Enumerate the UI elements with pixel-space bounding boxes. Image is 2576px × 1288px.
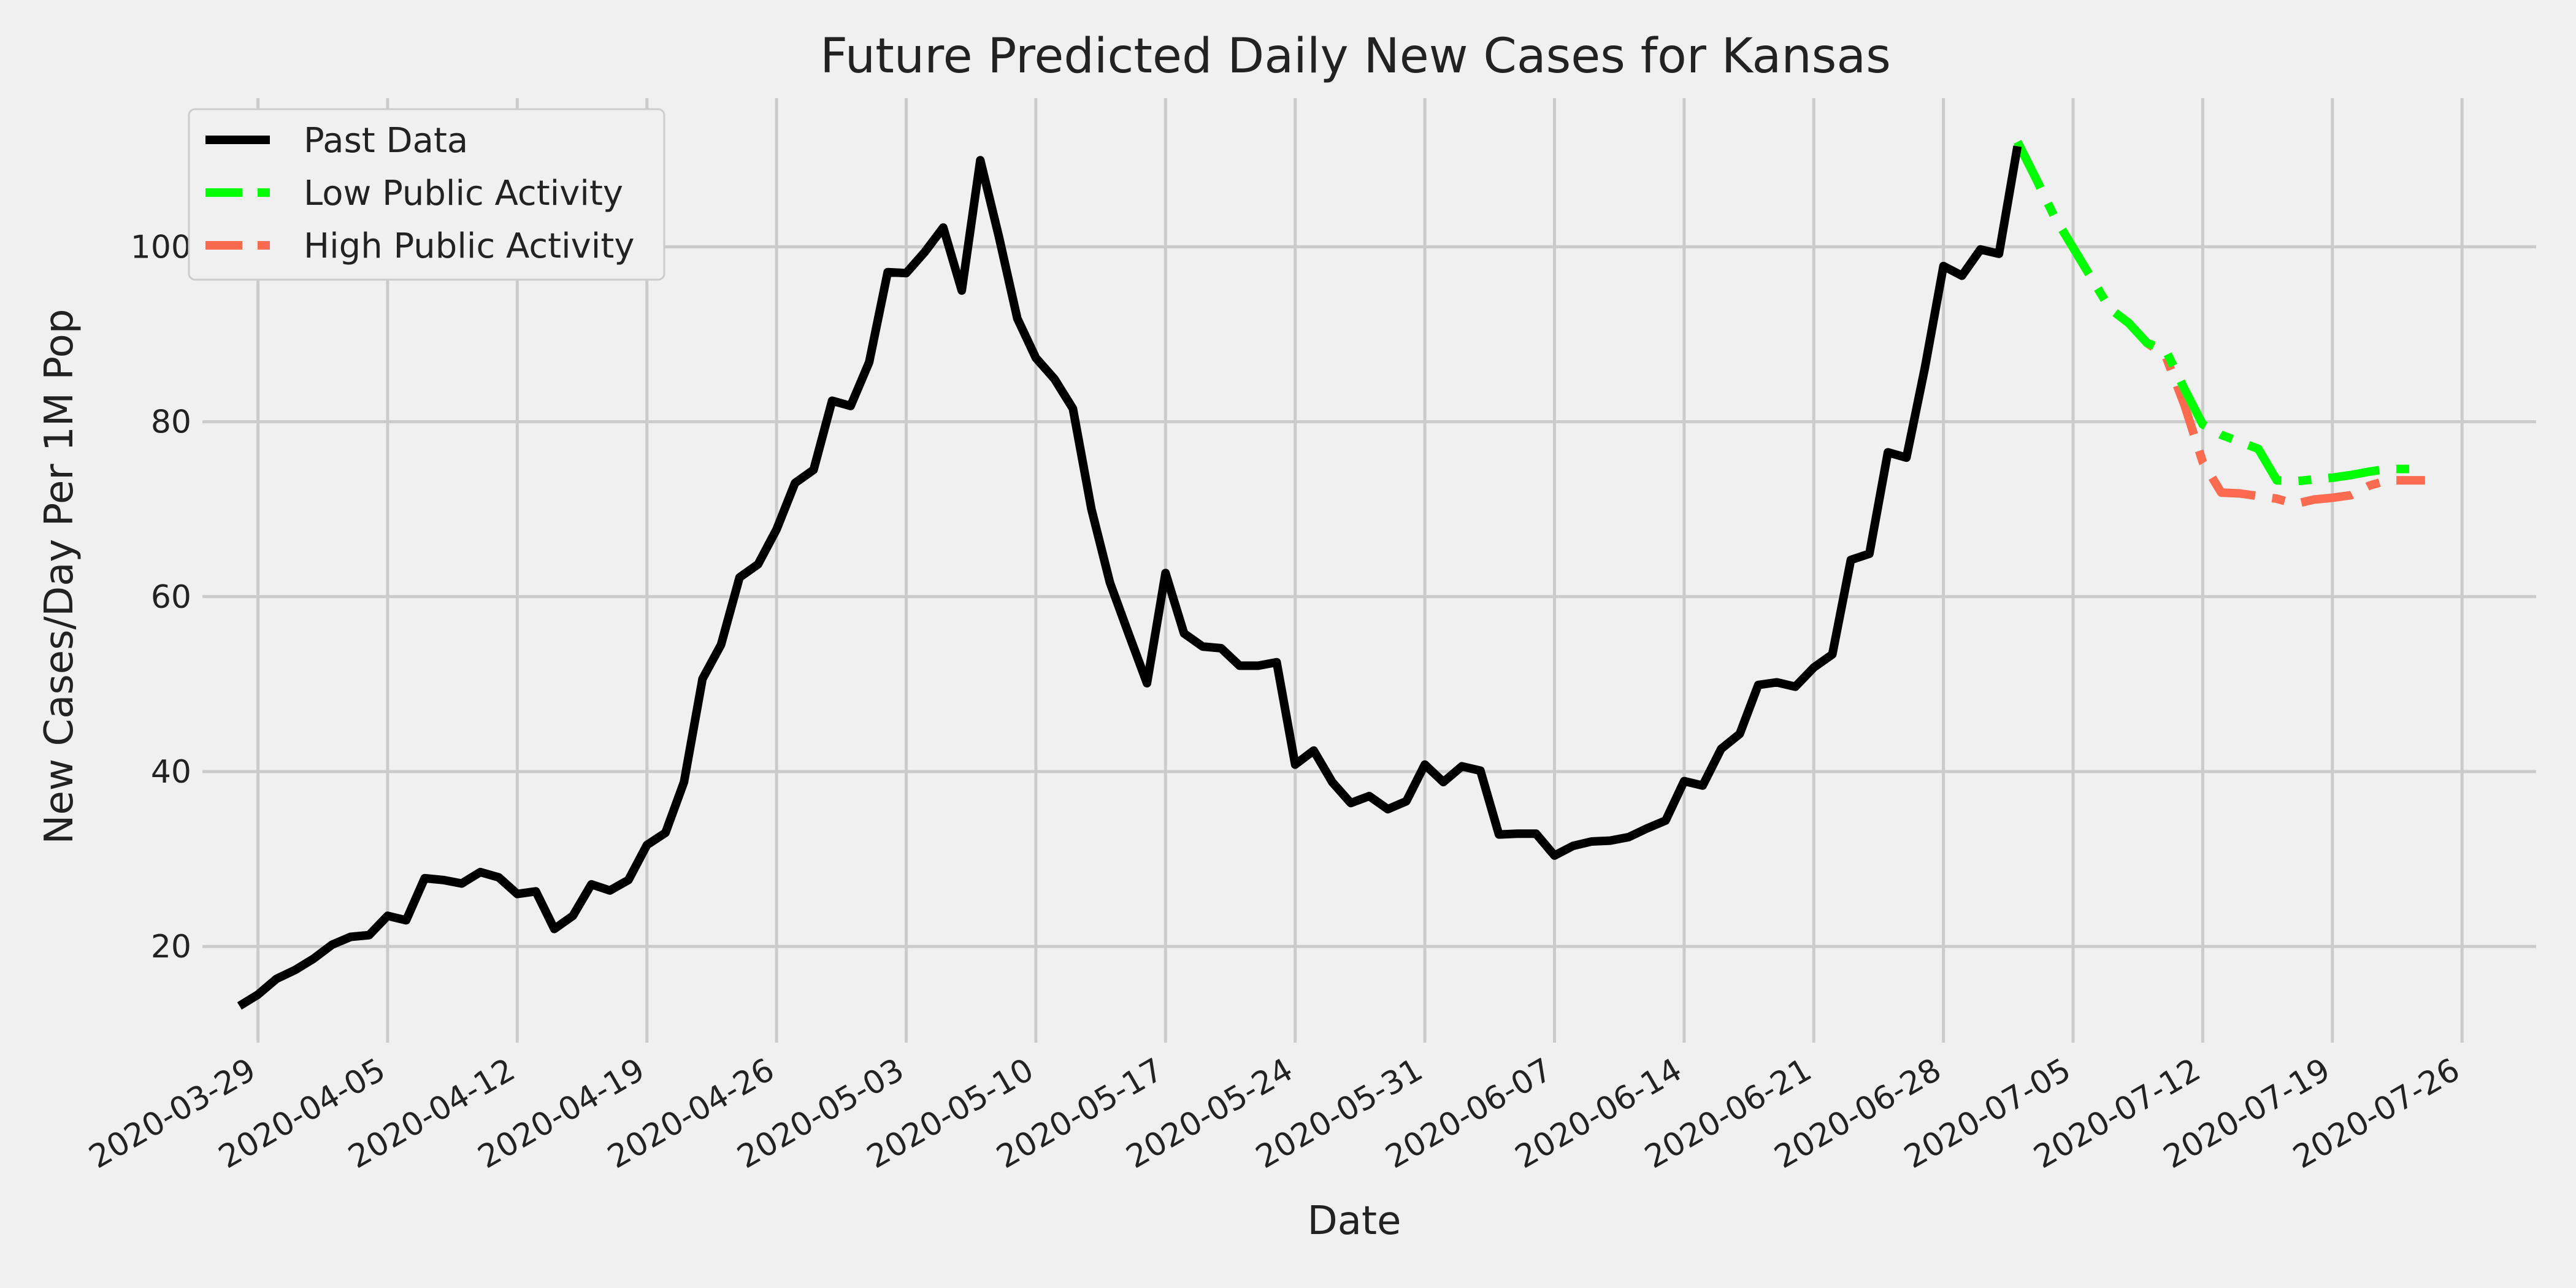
plot-series [237, 140, 2425, 1010]
x-axis-label: Date [1308, 1198, 1401, 1244]
y-axis-label: New Cases/Day Per 1M Pop [37, 309, 82, 845]
y-tick-label: 20 [151, 929, 191, 965]
legend-label: Past Data [304, 121, 468, 161]
legend-label: Low Public Activity [304, 174, 623, 213]
y-tick-label: 60 [151, 579, 191, 616]
y-tick-labels: 20 40 60 80 100 [131, 229, 191, 965]
y-tick-label: 100 [131, 229, 191, 266]
series-line-past-data [237, 145, 2022, 1010]
legend-box [188, 108, 665, 281]
y-tick-label: 40 [151, 754, 191, 791]
legend-label: High Public Activity [304, 226, 634, 266]
chart-title: Future Predicted Daily New Cases for Kan… [820, 29, 1891, 84]
series-line-low-public-activity [2014, 140, 2425, 486]
legend: Past Data Low Public Activity High Public … [188, 108, 665, 281]
y-tick-label: 80 [151, 404, 191, 441]
